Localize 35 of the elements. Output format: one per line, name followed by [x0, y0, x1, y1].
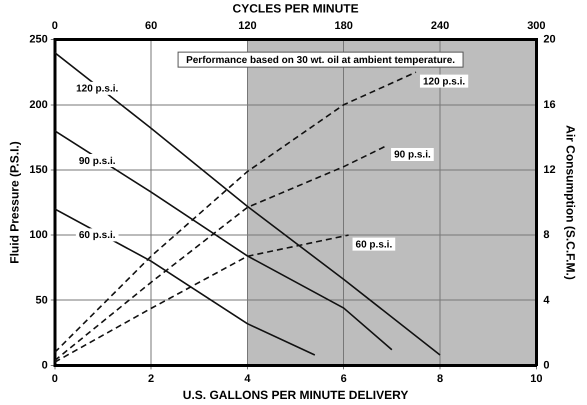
y2-tick-label: 12: [543, 164, 556, 176]
x2-tick-label: 120: [238, 20, 257, 32]
x-tick-label: 8: [436, 373, 444, 386]
y-axis-title: Fluid Pressure (P.S.I.): [8, 141, 22, 264]
y2-tick-label: 8: [543, 229, 550, 242]
x-tick-label: 10: [530, 373, 542, 386]
series-label: 60 p.s.i.: [78, 230, 116, 242]
y2-tick-label: 16: [543, 98, 556, 111]
x-tick-label: 2: [148, 373, 154, 386]
y-tick-label: 100: [29, 229, 48, 242]
series-label: 120 p.s.i.: [422, 76, 466, 88]
x2-tick-label: 180: [334, 20, 353, 32]
y-tick-label: 50: [36, 294, 48, 306]
series-label: 60 p.s.i.: [356, 239, 392, 250]
y2-tick-label: 0: [543, 359, 550, 372]
y-tick-label: 150: [29, 164, 48, 176]
x-axis-title: U.S. GALLONS PER MINUTE DELIVERY: [182, 388, 408, 402]
x-tick-label: 6: [340, 373, 347, 386]
x2-tick-label: 0: [52, 20, 58, 32]
x2-tick-label: 60: [144, 20, 158, 32]
series-label: 120 p.s.i.: [76, 84, 119, 95]
x2-axis-title: CYCLES PER MINUTE: [232, 2, 359, 16]
annotation: Performance based on 30 wt. oil at ambient temperature.: [186, 54, 456, 66]
y-tick-label: 0: [42, 359, 48, 372]
series-label: 90 p.s.i.: [78, 156, 116, 167]
x2-tick-label: 240: [430, 20, 450, 32]
series-label: 90 p.s.i.: [394, 150, 431, 161]
y2-axis-title: Air Consumption (S.C.F.M.): [563, 125, 578, 280]
x-tick-label: 0: [52, 373, 58, 386]
y-tick-label: 250: [29, 34, 48, 46]
x2-tick-label: 300: [527, 20, 546, 32]
y-tick-label: 200: [29, 98, 48, 111]
y2-tick-label: 20: [543, 34, 556, 46]
x-tick-label: 4: [244, 373, 252, 386]
y2-tick-label: 4: [543, 294, 550, 306]
